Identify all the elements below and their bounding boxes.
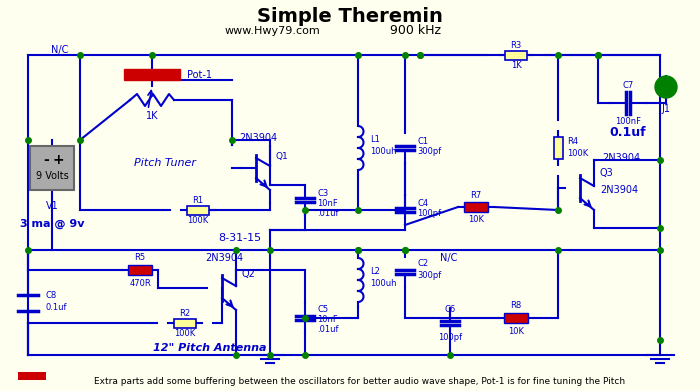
Text: 10K: 10K: [468, 215, 484, 224]
Text: .01uf: .01uf: [317, 325, 339, 334]
Text: R4: R4: [568, 138, 579, 147]
Bar: [554, 137, 563, 159]
Text: 470R: 470R: [129, 278, 151, 287]
Text: Pot-1: Pot-1: [187, 70, 212, 80]
Text: 100uh: 100uh: [370, 147, 396, 156]
Text: N/C: N/C: [440, 253, 457, 263]
Text: .01uf: .01uf: [317, 208, 339, 217]
Bar: [505, 50, 527, 59]
Bar: [174, 319, 196, 328]
Text: R5: R5: [134, 253, 146, 262]
Text: J1: J1: [662, 104, 671, 114]
Text: R3: R3: [510, 41, 522, 50]
Text: R1: R1: [193, 196, 204, 205]
Text: L2: L2: [370, 267, 380, 276]
Text: 300pf: 300pf: [417, 147, 441, 156]
Text: 2N3904: 2N3904: [602, 153, 640, 163]
Text: 9 Volts: 9 Volts: [36, 171, 69, 181]
Text: 900 kHz: 900 kHz: [389, 25, 440, 38]
Text: 100pf: 100pf: [417, 210, 441, 219]
Text: 8-31-15: 8-31-15: [218, 233, 262, 243]
Text: Q1: Q1: [276, 151, 288, 160]
Bar: [187, 206, 209, 215]
Text: C7: C7: [622, 81, 634, 90]
Text: C1: C1: [417, 136, 428, 145]
Text: 1K: 1K: [510, 61, 522, 70]
Text: R8: R8: [510, 301, 522, 310]
Text: C8: C8: [45, 291, 56, 300]
Text: Simple Theremin: Simple Theremin: [257, 7, 443, 25]
Text: R7: R7: [470, 190, 482, 199]
Text: -: -: [43, 153, 49, 167]
Text: C4: C4: [417, 199, 428, 208]
Text: 10K: 10K: [508, 326, 524, 335]
Text: 10nF: 10nF: [317, 199, 337, 208]
Text: 10nF: 10nF: [317, 316, 337, 325]
Text: www.Hwy79.com: www.Hwy79.com: [224, 26, 320, 36]
Text: Pitch Tuner: Pitch Tuner: [134, 158, 196, 168]
Text: 3 ma @ 9v: 3 ma @ 9v: [20, 219, 84, 229]
Text: R2: R2: [179, 309, 190, 318]
Text: 100pf: 100pf: [438, 332, 462, 341]
Bar: [18, 372, 46, 380]
Text: C3: C3: [317, 188, 328, 197]
Bar: [504, 313, 528, 323]
Text: L1: L1: [370, 136, 380, 145]
Text: Extra parts add some buffering between the oscillators for better audio wave sha: Extra parts add some buffering between t…: [94, 377, 626, 386]
Bar: [128, 265, 152, 275]
Text: Q2: Q2: [242, 269, 256, 279]
Text: 2N3904: 2N3904: [239, 133, 277, 143]
Text: Q3: Q3: [600, 168, 614, 178]
Text: 2N3904: 2N3904: [600, 185, 638, 195]
Text: C6: C6: [444, 305, 456, 314]
Bar: [124, 69, 180, 80]
Text: 100nF: 100nF: [615, 117, 641, 126]
Text: N/C: N/C: [51, 45, 69, 55]
Bar: [464, 202, 488, 212]
Text: C2: C2: [417, 260, 428, 269]
Text: V1: V1: [46, 201, 58, 211]
Bar: [30, 146, 74, 190]
Text: 2N3904: 2N3904: [205, 253, 243, 263]
Text: 100K: 100K: [568, 149, 589, 158]
Text: 0.1uf: 0.1uf: [45, 303, 66, 312]
Text: 100K: 100K: [188, 216, 209, 225]
Text: 12" Pitch Antenna: 12" Pitch Antenna: [153, 343, 267, 353]
Text: 100K: 100K: [174, 329, 195, 338]
Text: 100uh: 100uh: [370, 280, 396, 289]
Text: 300pf: 300pf: [417, 271, 441, 280]
Text: +: +: [52, 153, 64, 167]
Circle shape: [655, 76, 677, 98]
Text: C5: C5: [317, 305, 328, 314]
Text: 1K: 1K: [146, 111, 158, 121]
Text: 0.1uf: 0.1uf: [610, 127, 646, 140]
